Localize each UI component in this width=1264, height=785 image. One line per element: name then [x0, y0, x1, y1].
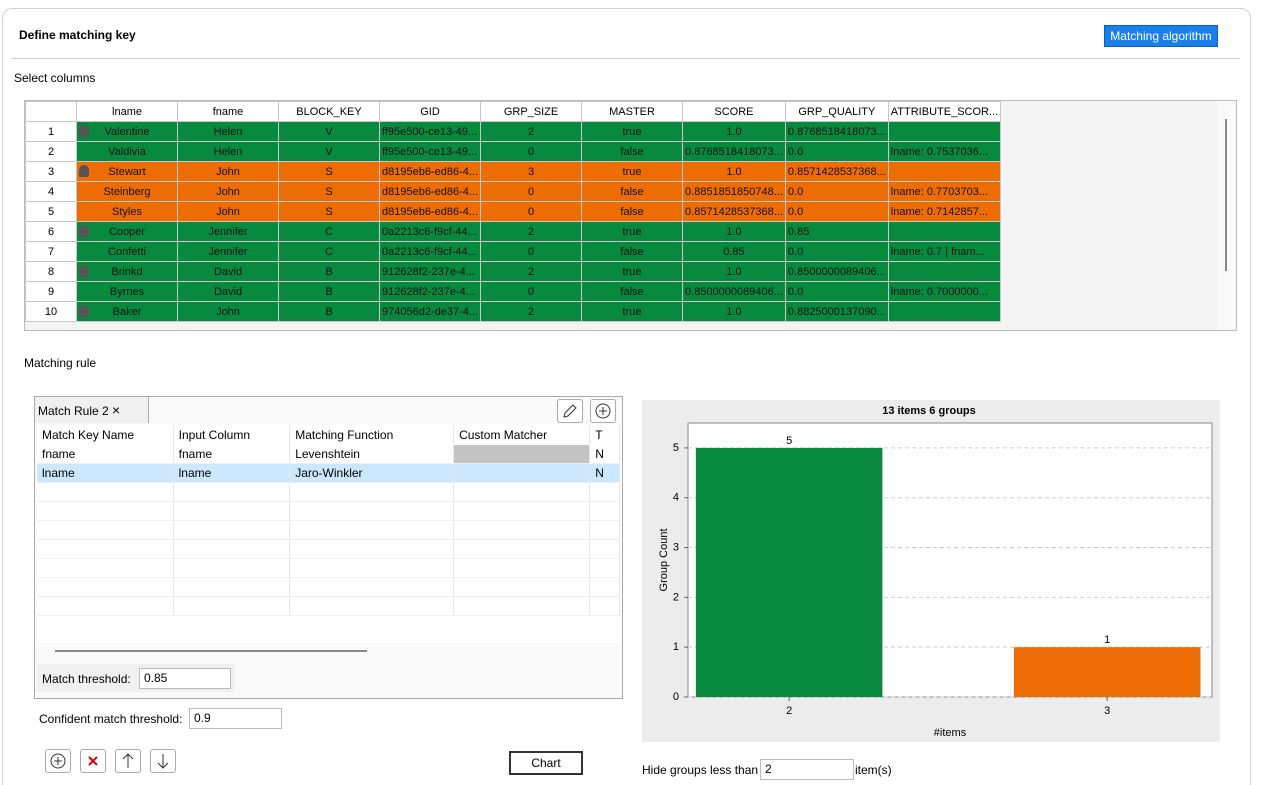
bar [1014, 647, 1201, 697]
y-tick-label: 3 [673, 541, 679, 553]
data-label: 1 [1104, 634, 1110, 646]
hide-groups-spinner[interactable]: 2 [760, 759, 854, 780]
hide-groups-label: Hide groups less than [642, 763, 758, 777]
x-axis-label: #items [934, 727, 967, 739]
y-tick-label: 5 [673, 442, 679, 454]
y-tick-label: 2 [673, 591, 679, 603]
y-tick-label: 1 [673, 641, 679, 653]
bar [696, 448, 883, 697]
x-tick-label: 2 [786, 705, 792, 717]
y-axis-label: Group Count [658, 529, 670, 592]
x-tick-label: 3 [1104, 705, 1110, 717]
y-tick-label: 0 [673, 691, 679, 703]
chart-title: 13 items 6 groups [882, 405, 976, 417]
hide-groups-unit: item(s) [855, 763, 892, 777]
y-tick-label: 4 [673, 492, 679, 504]
data-label: 5 [786, 435, 792, 447]
